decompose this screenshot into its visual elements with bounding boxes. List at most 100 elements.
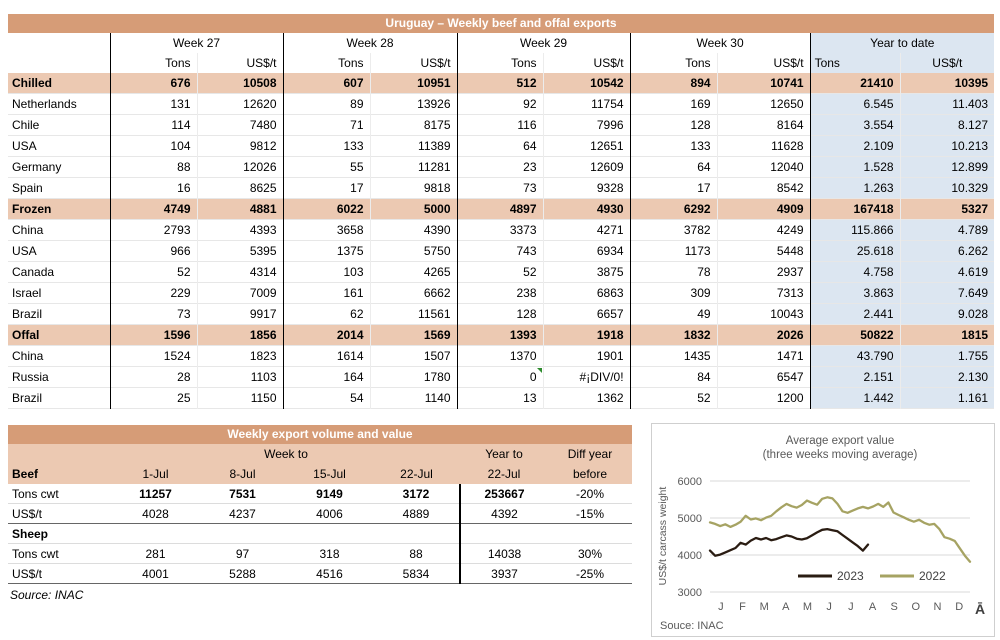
value-cell: 6662 [369, 282, 458, 304]
column-group-header: Week 29 [456, 33, 631, 53]
value-cell: 114 [109, 114, 197, 136]
value-cell: -15% [575, 506, 604, 521]
row-label: Netherlands [12, 97, 77, 111]
value-cell: 1200 [716, 387, 811, 409]
value-cell: 1.528 [809, 156, 901, 178]
value-cell: 1832 [629, 324, 718, 346]
value-cell: 2.109 [809, 135, 901, 157]
row-label: Tons cwt [12, 546, 59, 561]
date-header: 1-Jul [112, 464, 199, 484]
value-cell: 164 [282, 366, 371, 388]
value-cell: 52 [629, 387, 718, 409]
value-cell: 128 [456, 303, 544, 325]
section-row-frozen: Frozen 4749 4881 6022 5000 4897 4930 6292 4909 16… [8, 198, 995, 220]
value-cell: 10951 [369, 73, 458, 94]
value-cell: 1901 [542, 345, 631, 367]
value-cell: 1507 [369, 345, 458, 367]
row-label: USA [12, 244, 37, 258]
table-row: Netherlands 131 12620 89 13926 92 11754 169 1265… [8, 93, 995, 115]
value-cell: 1856 [196, 324, 284, 346]
corner-cell [8, 444, 112, 464]
value-cell: 2793 [109, 219, 197, 241]
value-cell: 62 [282, 303, 371, 325]
row-label: Brazil [12, 391, 43, 405]
x-tick-label: D [955, 601, 963, 613]
y-axis-title: US$/t carcass weight [657, 487, 669, 586]
column-group-header: Week 30 [629, 33, 811, 53]
x-tick-label: N [934, 601, 942, 613]
t2-header-row-1: Week to Year to Diff year [8, 444, 632, 464]
subheader-cell: Tons [456, 53, 544, 73]
table-row: Tons cwt 11257 7531 9149 3172 253667 -20% [8, 484, 632, 504]
value-cell: 11.403 [899, 93, 995, 115]
value-cell: 89 [282, 93, 371, 115]
value-cell: 10542 [542, 73, 631, 94]
line-chart: Average export value (three weeks moving … [657, 435, 985, 632]
subheader-cell: US$/t [196, 53, 284, 73]
value-cell: 30% [577, 546, 603, 561]
value-cell: 11389 [369, 135, 458, 157]
value-cell: 4390 [369, 219, 458, 241]
date-header: 8-Jul [199, 464, 286, 484]
value-cell: 21410 [809, 73, 901, 94]
value-cell: 50822 [809, 324, 901, 346]
value-cell: 1780 [369, 366, 458, 388]
value-cell: 25.618 [809, 240, 901, 262]
value-cell: 7996 [542, 114, 631, 136]
value-cell: 1471 [716, 345, 811, 367]
row-label: Canada [12, 265, 55, 279]
value-cell: 3937 [459, 563, 548, 584]
value-cell: 12650 [716, 93, 811, 115]
value-cell: 8164 [716, 114, 811, 136]
diff-year-header-2: before [548, 464, 632, 484]
value-cell: 512 [456, 73, 544, 94]
y-tick-label: 3000 [678, 587, 702, 599]
value-cell: 1918 [542, 324, 631, 346]
value-cell: 11257 [139, 486, 172, 501]
value-cell: 73 [456, 177, 544, 199]
value-cell: 4237 [229, 506, 256, 521]
value-cell: 4930 [542, 198, 631, 220]
value-cell: 84 [629, 366, 718, 388]
value-cell: 1596 [109, 324, 197, 346]
value-cell: 4249 [716, 219, 811, 241]
value-cell: 3172 [402, 486, 430, 501]
value-cell: 3373 [456, 219, 544, 241]
value-cell: 2.130 [899, 366, 995, 388]
value-cell: 1173 [629, 240, 718, 262]
table-row: US$/t 4028 4237 4006 4889 4392 -15% [8, 503, 632, 524]
value-cell: 1370 [456, 345, 544, 367]
table-row: Israel 229 7009 161 6662 238 6863 309 7313 3.863 7… [8, 282, 995, 304]
y-tick-label: 4000 [678, 550, 702, 562]
value-cell: 133 [629, 135, 718, 157]
value-cell: 607 [282, 73, 371, 94]
row-label: US$/t [12, 566, 43, 581]
value-cell: 12620 [196, 93, 284, 115]
x-tick-label: A [782, 601, 790, 613]
value-cell: 3.554 [809, 114, 901, 136]
empty-cell [548, 524, 632, 544]
value-cell: 12651 [542, 135, 631, 157]
value-cell: 10.213 [899, 135, 995, 157]
column-group-header: Week 28 [282, 33, 458, 53]
chart-source-note: Souce: INAC [660, 620, 724, 632]
value-cell: 9917 [196, 303, 284, 325]
value-cell: 4006 [316, 506, 343, 521]
value-cell: 2.441 [809, 303, 901, 325]
value-cell: 10741 [716, 73, 811, 94]
value-cell: 4.758 [809, 261, 901, 283]
value-cell: 25 [109, 387, 197, 409]
table-row: USA 104 9812 133 11389 64 12651 133 11628 2.109 10… [8, 135, 995, 157]
value-cell: 1614 [282, 345, 371, 367]
t2-header-row-2: Beef 1-Jul 8-Jul 15-Jul 22-Jul 22-Jul before [8, 464, 632, 484]
series-line-2022 [708, 496, 972, 563]
value-cell: 12040 [716, 156, 811, 178]
value-cell: 17 [629, 177, 718, 199]
corner-cell [8, 33, 110, 53]
empty-cell [373, 524, 460, 544]
value-cell: 4889 [402, 506, 430, 521]
x-tick-label: J [826, 601, 832, 613]
column-group-header: Year to date [809, 33, 995, 53]
value-cell: 23 [456, 156, 544, 178]
row-label: US$/t [12, 506, 43, 521]
